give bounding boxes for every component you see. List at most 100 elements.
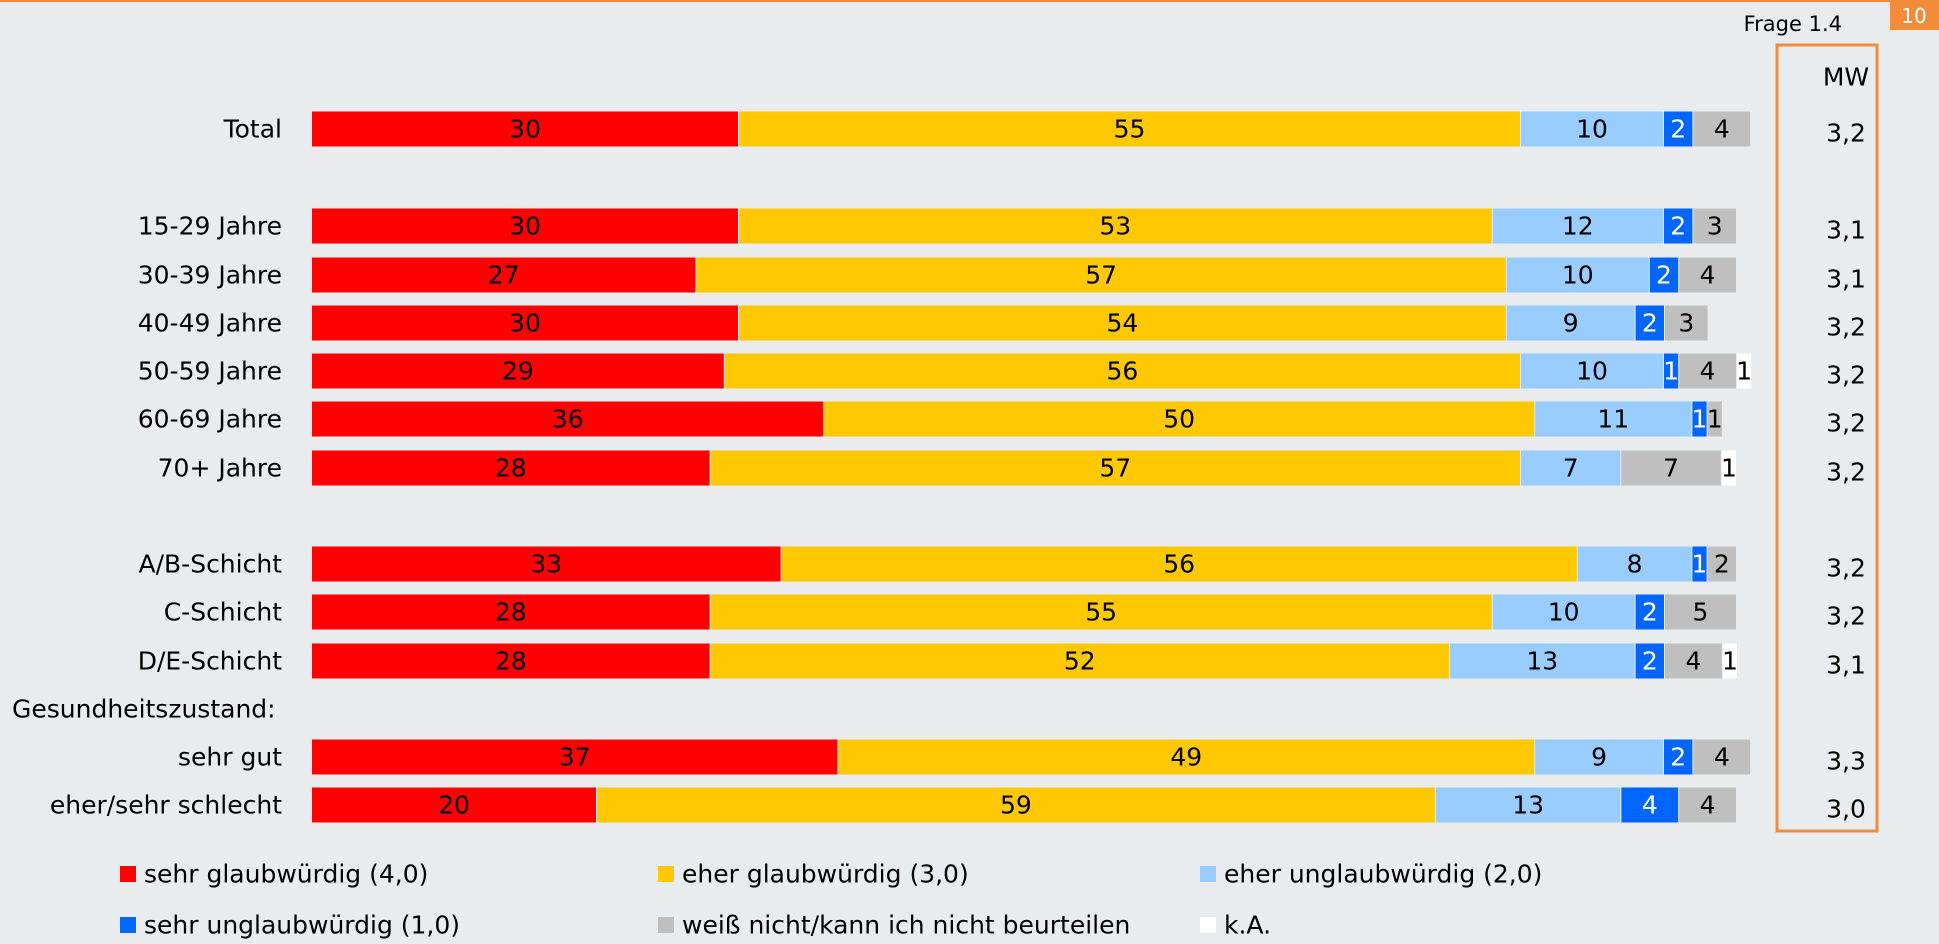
- segment-label: 2: [1642, 647, 1658, 676]
- segment-label: 2: [1714, 550, 1730, 579]
- segment-label: 49: [1170, 743, 1202, 772]
- legend-swatch: [120, 917, 136, 933]
- mw-value: 3,2: [1826, 458, 1866, 487]
- bar-segment: [312, 111, 738, 147]
- segment-label: 28: [495, 454, 527, 483]
- bar-segment: [1492, 208, 1663, 244]
- segment-label: 4: [1685, 647, 1701, 676]
- segment-label: 36: [552, 405, 584, 434]
- mw-value: 3,2: [1826, 554, 1866, 583]
- segment-label: 4: [1714, 115, 1730, 144]
- segment-label: 7: [1563, 454, 1579, 483]
- bar-segment: [739, 111, 1520, 147]
- bar-segment: [739, 305, 1506, 341]
- segment-label: 2: [1670, 743, 1686, 772]
- segment-label: 7: [1663, 454, 1679, 483]
- bar-segment: [1635, 305, 1664, 341]
- bar-segment: [1492, 594, 1635, 630]
- category-label: D/E-Schicht: [138, 647, 282, 676]
- bar-segment: [1737, 353, 1752, 389]
- legend-label: eher unglaubwürdig (2,0): [1224, 860, 1542, 889]
- bar-segment: [1450, 643, 1635, 679]
- segment-label: 4: [1714, 743, 1730, 772]
- segment-label: 5: [1693, 598, 1709, 627]
- category-label: 40-49 Jahre: [138, 309, 282, 338]
- legend-swatch: [120, 866, 136, 882]
- bar-segment: [1435, 787, 1621, 823]
- segment-label: 55: [1114, 115, 1146, 144]
- segment-label: 3: [1678, 309, 1694, 338]
- bar-segment: [1635, 643, 1664, 679]
- bar-segment: [312, 353, 724, 389]
- segment-label: 30: [509, 115, 541, 144]
- category-label: eher/sehr schlecht: [50, 791, 282, 820]
- segment-label: 33: [530, 550, 562, 579]
- segment-label: 3: [1707, 212, 1723, 241]
- mw-value: 3,2: [1826, 602, 1866, 631]
- bar-segment: [1707, 401, 1722, 437]
- segment-label: 27: [488, 261, 520, 290]
- bar-segment: [1665, 305, 1708, 341]
- mw-value: 3,2: [1826, 409, 1866, 438]
- bar-segment: [710, 594, 1492, 630]
- question-label: Frage 1.4: [1744, 12, 1842, 36]
- segment-label: 57: [1085, 261, 1117, 290]
- bar-segment: [1521, 450, 1621, 486]
- segment-label: 56: [1163, 550, 1195, 579]
- segment-label: 30: [509, 212, 541, 241]
- bar-segment: [1692, 401, 1707, 437]
- segment-label: 9: [1563, 309, 1579, 338]
- bar-segment: [1621, 450, 1721, 486]
- mw-title: MW: [1823, 63, 1869, 92]
- bar-segment: [312, 643, 710, 679]
- bar-segment: [1693, 208, 1736, 244]
- bar-segment: [1664, 208, 1693, 244]
- segment-label: 10: [1562, 261, 1594, 290]
- segment-label: 20: [438, 791, 470, 820]
- bar-segment: [724, 353, 1520, 389]
- segment-label: 10: [1576, 115, 1608, 144]
- bar-segment: [312, 739, 838, 775]
- mw-value: 3,1: [1826, 651, 1866, 680]
- segment-label: 2: [1642, 598, 1658, 627]
- segment-label: 11: [1597, 405, 1629, 434]
- bar-segment: [1721, 450, 1736, 486]
- bar-segment: [312, 257, 696, 293]
- segment-label: 4: [1700, 791, 1716, 820]
- segment-label: 4: [1642, 791, 1658, 820]
- bar-segment: [1635, 594, 1664, 630]
- bar-segment: [597, 787, 1435, 823]
- legend-label: weiß nicht/kann ich nicht beurteilen: [682, 911, 1130, 940]
- bar-segment: [1664, 111, 1693, 147]
- bar-segment: [1535, 739, 1663, 775]
- legend-label: eher glaubwürdig (3,0): [682, 860, 969, 889]
- legend-label: sehr glaubwürdig (4,0): [144, 860, 428, 889]
- segment-label: 4: [1700, 261, 1716, 290]
- segment-label: 2: [1656, 261, 1672, 290]
- bar-segment: [1506, 257, 1649, 293]
- category-label: 30-39 Jahre: [138, 261, 282, 290]
- bar-segment: [312, 401, 824, 437]
- segment-label: 2: [1670, 115, 1686, 144]
- bar-segment: [312, 450, 710, 486]
- bar-segment: [1664, 353, 1679, 389]
- category-label: sehr gut: [178, 743, 282, 772]
- bar-segment: [1521, 353, 1663, 389]
- bar-segment: [312, 208, 738, 244]
- legend-swatch: [658, 866, 674, 882]
- bar-segment: [739, 208, 1492, 244]
- segment-label: 1: [1721, 454, 1737, 483]
- segment-label: 1: [1722, 647, 1738, 676]
- segment-label: 52: [1064, 647, 1096, 676]
- bar-segment: [824, 401, 1535, 437]
- bar-segment: [1679, 787, 1736, 823]
- mw-value: 3,0: [1826, 795, 1866, 824]
- mw-value: 3,2: [1826, 119, 1866, 148]
- segment-label: 4: [1700, 357, 1716, 386]
- bar-segment: [1665, 594, 1736, 630]
- bar-segment: [1693, 739, 1751, 775]
- segment-label: 53: [1099, 212, 1131, 241]
- category-label: 70+ Jahre: [158, 454, 282, 483]
- segment-label: 13: [1512, 791, 1544, 820]
